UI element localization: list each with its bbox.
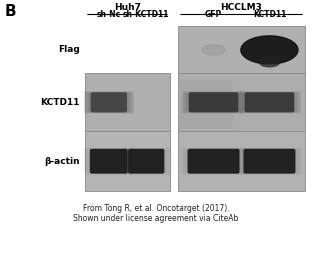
Ellipse shape (202, 45, 225, 55)
FancyBboxPatch shape (91, 92, 127, 112)
Bar (178, 26, 305, 73)
Ellipse shape (241, 36, 298, 64)
FancyBboxPatch shape (85, 92, 132, 113)
Bar (180, 80, 233, 129)
FancyBboxPatch shape (187, 149, 239, 174)
FancyBboxPatch shape (239, 92, 300, 113)
Text: HCCLM3: HCCLM3 (221, 3, 262, 12)
Text: B: B (5, 4, 17, 18)
Bar (85, 131, 170, 191)
Text: sh-KCTD11: sh-KCTD11 (123, 10, 169, 19)
Text: KCTD11: KCTD11 (253, 10, 286, 19)
Text: GFP: GFP (205, 10, 222, 19)
FancyBboxPatch shape (128, 149, 164, 174)
FancyBboxPatch shape (182, 91, 245, 113)
FancyBboxPatch shape (84, 91, 134, 113)
Text: β-actin: β-actin (44, 157, 80, 166)
Text: KCTD11: KCTD11 (40, 98, 80, 107)
FancyBboxPatch shape (189, 92, 239, 112)
FancyBboxPatch shape (183, 92, 244, 113)
FancyBboxPatch shape (90, 149, 128, 174)
Bar (85, 73, 170, 131)
Text: sh-Nc: sh-Nc (97, 10, 121, 19)
Text: Shown under license agreement via CiteAb: Shown under license agreement via CiteAb (73, 214, 239, 223)
FancyBboxPatch shape (238, 91, 301, 113)
Ellipse shape (259, 58, 280, 67)
Bar (178, 131, 305, 191)
Text: From Tong R, et al. Oncotarget (2017).: From Tong R, et al. Oncotarget (2017). (83, 204, 229, 213)
FancyBboxPatch shape (244, 92, 294, 112)
Text: Huh7: Huh7 (114, 3, 141, 12)
Bar (178, 73, 305, 131)
FancyBboxPatch shape (87, 92, 131, 112)
Text: Flag: Flag (58, 45, 80, 55)
FancyBboxPatch shape (244, 149, 295, 174)
